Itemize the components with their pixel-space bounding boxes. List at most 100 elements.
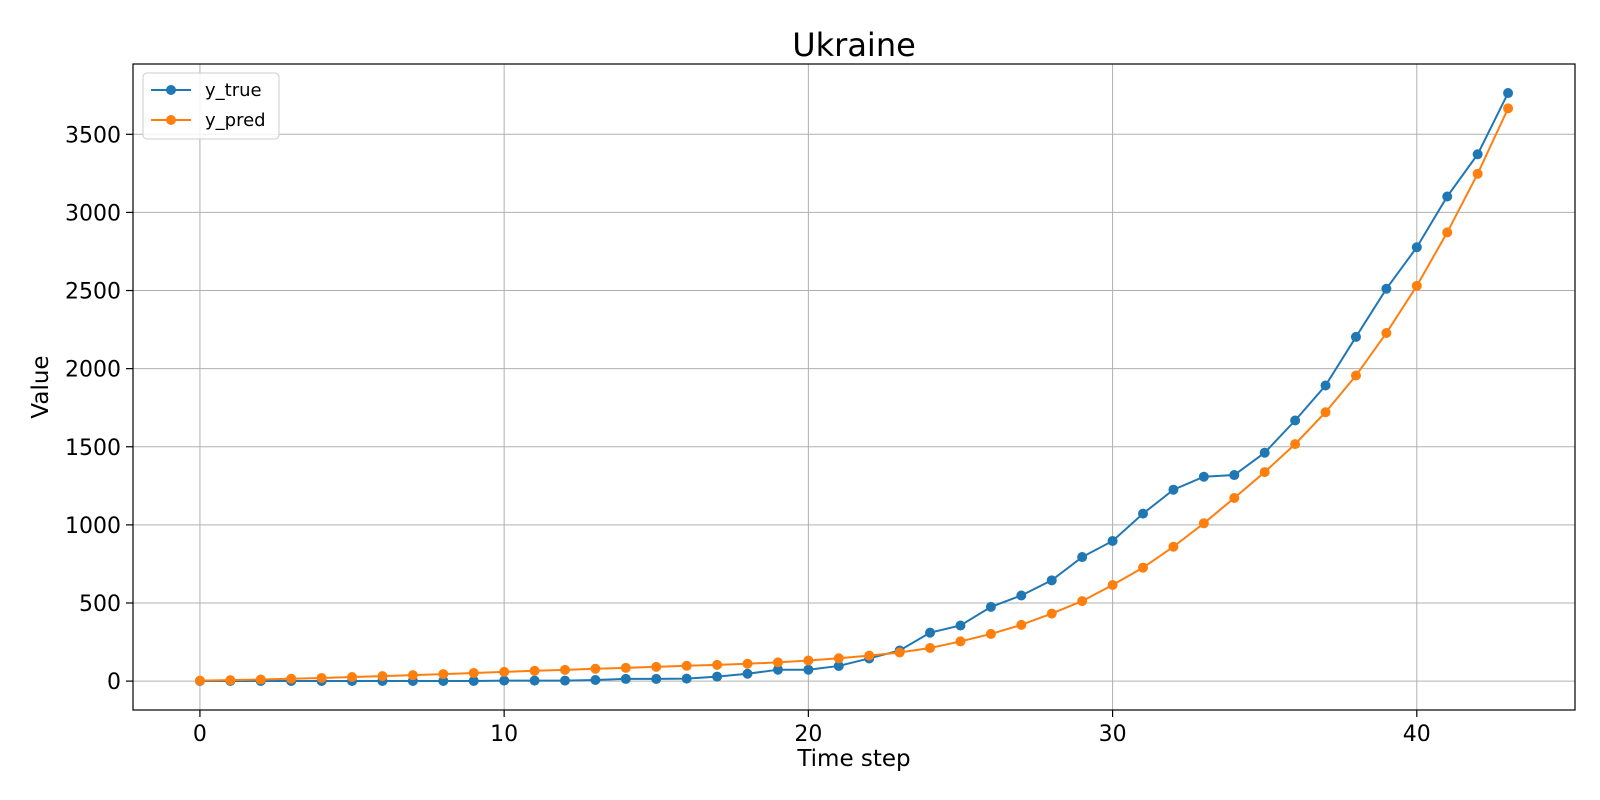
legend: y_true y_pred: [142, 72, 280, 140]
data-point-y-pred: [194, 675, 205, 686]
legend-marker-y-true: [166, 85, 176, 95]
data-point-y-pred: [1229, 493, 1240, 503]
data-point-y-pred: [1198, 518, 1209, 529]
data-point-y-pred: [985, 628, 996, 639]
y-tick-label: 500: [79, 592, 121, 617]
axis-ticks: 0 10 20 30 40 0 500 1000 1500 2000 2500 3000 3500: [65, 123, 1431, 747]
series-line-y-true: [199, 92, 1509, 682]
data-point-y-pred: [468, 667, 479, 678]
data-point-y-true: [1077, 552, 1088, 563]
data-point-y-pred: [1320, 407, 1331, 418]
data-point-y-true: [1016, 590, 1027, 601]
data-point-y-pred: [529, 665, 540, 676]
data-point-y-pred: [712, 659, 723, 670]
data-point-y-true: [1259, 447, 1270, 458]
legend-label-y-pred: y_pred: [205, 110, 266, 131]
data-point-y-true: [529, 675, 540, 686]
data-point-y-true: [1138, 508, 1149, 519]
data-point-y-true: [468, 675, 479, 686]
data-point-y-true: [1046, 575, 1057, 586]
data-point-y-true: [772, 664, 783, 675]
data-point-y-true: [1503, 88, 1514, 99]
legend-entry-y-true: y_true: [151, 80, 262, 101]
x-tick-label: 30: [1099, 722, 1127, 747]
y-tick-label: 1500: [65, 436, 121, 461]
data-point-y-pred: [772, 657, 783, 668]
data-point-y-pred: [742, 658, 753, 669]
data-point-y-pred: [1290, 439, 1301, 450]
y-tick-label: 3000: [65, 201, 121, 226]
data-point-y-pred: [803, 655, 814, 666]
y-axis-title: Value: [28, 355, 54, 418]
data-point-y-true: [438, 675, 449, 686]
data-point-y-true: [681, 673, 692, 684]
y-tick-label: 0: [107, 670, 121, 695]
data-point-y-true: [985, 601, 996, 612]
data-point-y-pred: [955, 636, 966, 647]
series-layer: [194, 88, 1514, 686]
data-point-y-pred: [1503, 103, 1514, 114]
legend-entry-y-pred: y_pred: [151, 110, 266, 131]
data-point-y-true: [833, 660, 844, 671]
series-y-pred: [194, 103, 1514, 686]
data-point-y-pred: [1259, 467, 1270, 478]
data-point-y-pred: [255, 674, 266, 685]
data-point-y-true: [499, 675, 510, 686]
data-point-y-pred: [864, 650, 875, 661]
data-point-y-true: [1472, 149, 1483, 160]
legend-label-y-true: y_true: [205, 80, 262, 101]
data-point-y-pred: [316, 672, 327, 683]
data-point-y-pred: [1046, 608, 1057, 619]
data-point-y-pred: [1381, 328, 1392, 339]
data-point-y-true: [1320, 380, 1331, 391]
x-tick-label: 40: [1403, 722, 1431, 747]
data-point-y-true: [742, 668, 753, 679]
y-tick-label: 3500: [65, 123, 121, 148]
chart-title: Ukraine: [792, 26, 916, 64]
data-point-y-pred: [225, 675, 236, 686]
grid-lines: [133, 64, 1575, 710]
data-point-y-true: [1442, 191, 1453, 202]
data-point-y-true: [1229, 470, 1240, 481]
data-point-y-pred: [651, 661, 662, 672]
data-point-y-pred: [833, 653, 844, 664]
data-point-y-pred: [1168, 541, 1179, 552]
data-point-y-true: [559, 675, 570, 686]
data-point-y-true: [590, 675, 601, 685]
data-point-y-true: [1350, 331, 1361, 342]
data-point-y-pred: [286, 673, 297, 684]
data-point-y-true: [651, 673, 662, 684]
data-point-y-true: [955, 620, 966, 631]
data-point-y-true: [1411, 242, 1422, 253]
data-point-y-pred: [1016, 619, 1027, 630]
data-point-y-true: [1107, 535, 1118, 546]
x-tick-label: 10: [490, 722, 518, 747]
x-tick-label: 0: [193, 722, 207, 747]
data-point-y-true: [803, 664, 814, 675]
data-point-y-true: [712, 671, 723, 682]
data-point-y-pred: [438, 669, 449, 680]
data-point-y-pred: [1442, 227, 1453, 238]
data-point-y-pred: [377, 671, 388, 682]
data-point-y-pred: [347, 672, 358, 683]
data-point-y-pred: [681, 660, 692, 671]
data-point-y-pred: [1077, 596, 1088, 607]
data-point-y-pred: [1107, 580, 1118, 591]
y-tick-label: 2000: [65, 358, 121, 383]
data-point-y-pred: [1350, 370, 1361, 381]
data-point-y-true: [620, 673, 631, 684]
series-line-y-pred: [199, 107, 1509, 682]
y-tick-label: 1000: [65, 514, 121, 539]
y-tick-label: 2500: [65, 280, 121, 305]
data-point-y-true: [1198, 471, 1209, 482]
data-point-y-true: [1168, 484, 1179, 495]
data-point-y-pred: [1472, 168, 1483, 179]
data-point-y-pred: [559, 664, 570, 675]
legend-marker-y-pred: [166, 115, 176, 125]
data-point-y-true: [925, 627, 936, 638]
data-point-y-pred: [894, 647, 905, 658]
data-point-y-pred: [499, 666, 510, 677]
data-point-y-pred: [620, 662, 631, 673]
data-point-y-pred: [407, 670, 418, 681]
